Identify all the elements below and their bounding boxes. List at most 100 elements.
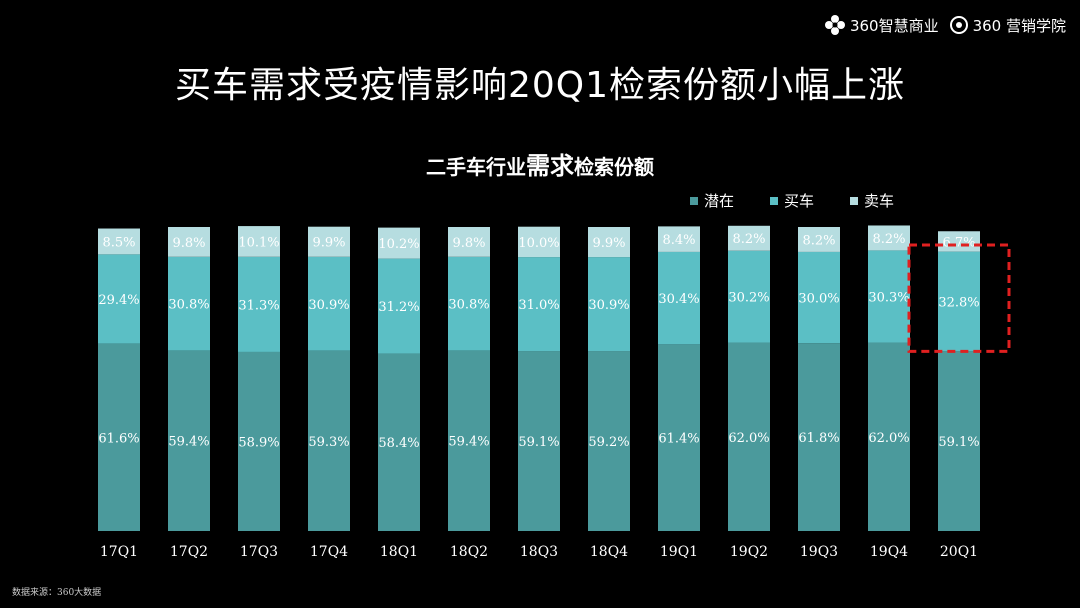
data-label-sell-18Q4: 9.9% (592, 236, 625, 251)
x-tick-label-20Q1: 20Q1 (940, 544, 978, 560)
data-label-sell-17Q4: 9.9% (312, 236, 345, 251)
legend-label-buy: 买车 (784, 192, 815, 210)
bar-segment-potential-19Q3 (798, 343, 840, 531)
bar-segment-buy-19Q2 (728, 250, 770, 343)
data-label-potential-17Q3: 58.9% (238, 435, 279, 450)
data-label-sell-20Q1: 6.7% (942, 235, 975, 250)
bar-stack-19Q2: 62.0% 30.2% 8.2% (728, 225, 770, 531)
bar-segment-buy-19Q3 (798, 251, 840, 344)
x-tick-label-18Q4: 18Q4 (590, 544, 628, 560)
data-label-sell-18Q2: 9.8% (452, 236, 485, 251)
data-label-buy-18Q1: 31.2% (378, 300, 419, 315)
chart-title-part-2: 需求 (526, 152, 574, 180)
data-label-potential-17Q4: 59.3% (308, 435, 349, 450)
bar-segment-potential-17Q3 (238, 351, 280, 531)
bar-segment-sell-18Q1 (378, 227, 420, 259)
x-tick-label-19Q2: 19Q2 (730, 544, 768, 560)
chart-title-part-3: 检索份额 (574, 155, 654, 179)
data-label-buy-17Q4: 30.9% (308, 298, 349, 313)
bar-segment-potential-17Q2 (168, 350, 210, 531)
data-label-potential-18Q1: 58.4% (378, 436, 419, 451)
data-source-note: 数据来源：360大数据 (12, 588, 102, 598)
bar-stack-17Q3: 58.9% 31.3% 10.1% (238, 226, 280, 531)
data-label-sell-17Q2: 9.8% (172, 236, 205, 251)
legend-swatch-potential (690, 196, 698, 205)
brand-left-text: 360智慧商业 (849, 16, 939, 35)
data-label-potential-17Q1: 61.6% (98, 431, 139, 446)
data-label-potential-17Q2: 59.4% (168, 435, 209, 450)
bar-segment-buy-17Q2 (168, 256, 210, 351)
bar-segment-buy-17Q4 (308, 256, 350, 351)
bar-segment-sell-19Q1 (658, 226, 700, 252)
bar-segment-sell-18Q3 (518, 226, 560, 258)
data-label-buy-17Q2: 30.8% (168, 298, 209, 313)
bar-stack-20Q1: 59.1% 32.8% 6.7% (938, 231, 980, 531)
data-label-potential-19Q3: 61.8% (798, 431, 839, 446)
legend-item-sell: 卖车 (850, 190, 894, 211)
data-label-buy-18Q2: 30.8% (448, 298, 489, 313)
bar-segment-sell-18Q2 (448, 227, 490, 257)
bar-segment-sell-19Q4 (868, 225, 910, 251)
legend-item-buy: 买车 (770, 190, 814, 211)
x-tick-label-17Q2: 17Q2 (170, 544, 208, 560)
x-tick-label-17Q1: 17Q1 (100, 544, 138, 560)
bar-segment-sell-18Q4 (588, 227, 630, 258)
bar-segment-sell-20Q1 (938, 231, 980, 252)
bar-segment-sell-17Q4 (308, 226, 350, 257)
bar-stack-19Q4: 62.0% 30.3% 8.2% (868, 225, 910, 531)
data-label-sell-17Q3: 10.1% (238, 235, 279, 250)
bar-segment-potential-19Q2 (728, 342, 770, 531)
bar-segment-potential-18Q1 (378, 353, 420, 531)
legend-label-sell: 卖车 (864, 192, 895, 210)
bar-segment-sell-19Q2 (728, 225, 770, 251)
data-label-potential-19Q4: 62.0% (868, 431, 909, 446)
bar-stack-18Q2: 59.4% 30.8% 9.8% (448, 227, 490, 531)
data-label-buy-19Q4: 30.3% (868, 290, 909, 305)
data-label-buy-18Q3: 31.0% (518, 298, 559, 313)
bar-segment-sell-19Q3 (798, 227, 840, 252)
flower-logo-icon (824, 15, 845, 35)
bar-stack-19Q3: 61.8% 30.0% 8.2% (798, 227, 840, 531)
bar-segment-buy-18Q3 (518, 257, 560, 352)
bar-segment-potential-17Q1 (98, 343, 140, 531)
data-label-sell-18Q1: 10.2% (378, 237, 419, 252)
data-label-buy-19Q3: 30.0% (798, 292, 839, 307)
x-tick-label-17Q4: 17Q4 (310, 544, 348, 560)
bar-segment-buy-17Q3 (238, 256, 280, 352)
bar-segment-buy-20Q1 (938, 251, 980, 352)
legend-label-potential: 潜在 (704, 192, 735, 210)
bar-segment-potential-18Q2 (448, 350, 490, 531)
data-label-potential-20Q1: 59.1% (938, 435, 979, 450)
data-label-sell-18Q3: 10.0% (518, 236, 559, 251)
legend-swatch-sell (850, 196, 859, 205)
data-label-sell-19Q2: 8.2% (732, 232, 765, 247)
bar-segment-potential-19Q1 (658, 344, 700, 531)
data-label-buy-18Q4: 30.9% (588, 298, 629, 313)
bar-segment-buy-19Q1 (658, 251, 700, 345)
data-label-potential-19Q2: 62.0% (728, 431, 769, 446)
brand-360-academy: 360 营销学院 (949, 15, 1066, 36)
brand-right-text: 360 营销学院 (972, 16, 1066, 35)
bar-stack-18Q3: 59.1% 31.0% 10.0% (518, 226, 560, 531)
x-tick-label-19Q3: 19Q3 (800, 544, 838, 560)
data-label-buy-20Q1: 32.8% (938, 295, 979, 310)
legend-swatch-buy (770, 196, 779, 205)
ring-logo-icon (949, 16, 968, 34)
bar-stack-17Q1: 61.6% 29.4% 8.5% (98, 228, 140, 531)
data-label-potential-18Q3: 59.1% (518, 435, 559, 450)
data-label-sell-17Q1: 8.5% (102, 235, 135, 250)
bar-segment-sell-17Q3 (238, 226, 280, 257)
bar-segment-potential-19Q4 (868, 342, 910, 531)
data-label-sell-19Q4: 8.2% (872, 232, 905, 247)
data-label-potential-18Q4: 59.2% (588, 435, 629, 450)
bar-stack-19Q1: 61.4% 30.4% 8.4% (658, 226, 700, 531)
data-label-buy-19Q1: 30.4% (658, 292, 699, 307)
x-tick-label-18Q1: 18Q1 (380, 544, 418, 560)
chart-legend: 潜在 买车 卖车 (690, 190, 894, 211)
data-label-sell-19Q1: 8.4% (662, 233, 695, 248)
bar-segment-buy-18Q1 (378, 258, 420, 354)
chart-title-part-1: 二手车行业 (426, 155, 526, 179)
bar-stack-18Q1: 58.4% 31.2% 10.2% (378, 227, 420, 531)
data-label-buy-19Q2: 30.2% (728, 291, 769, 306)
